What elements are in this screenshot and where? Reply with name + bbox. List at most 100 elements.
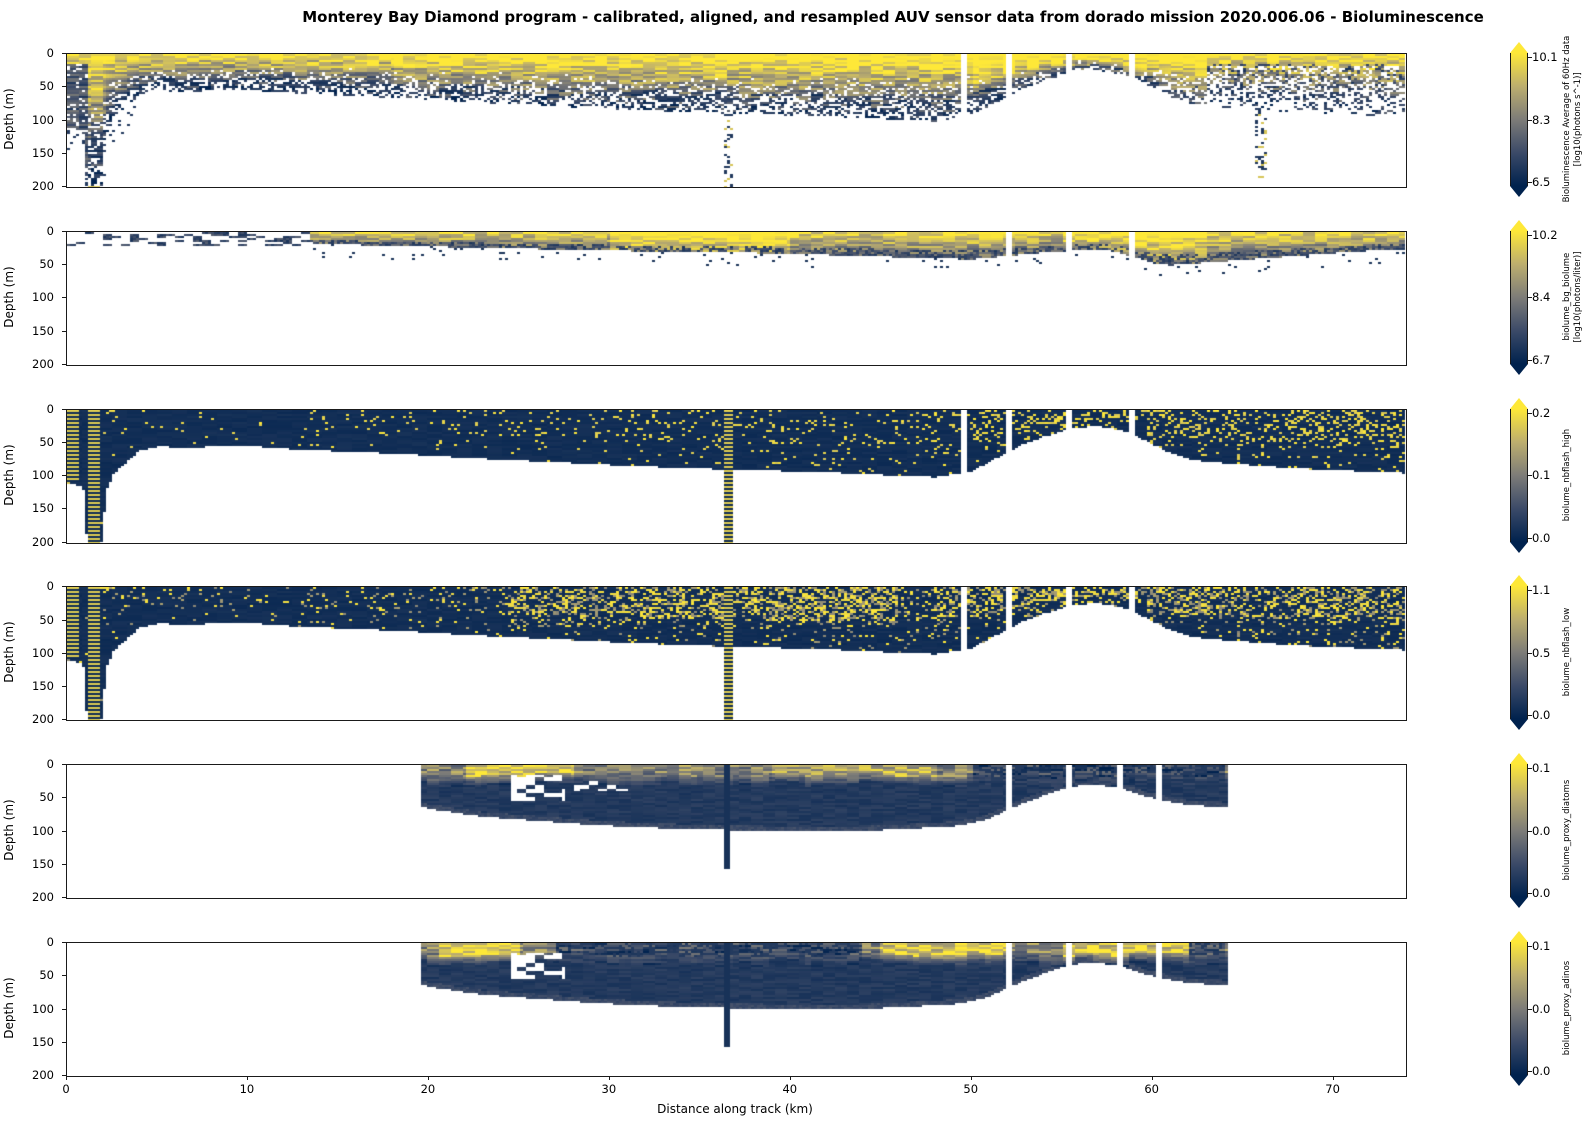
colorbar-arrow-down-icon — [1510, 1075, 1528, 1086]
colorbar-label: biolume_nbflash_low — [1562, 608, 1572, 696]
colorbar-tick-label: 10.2 — [1532, 227, 1558, 242]
x-tick-label: 0 — [62, 1082, 70, 1096]
y-tick-mark — [62, 330, 66, 332]
y-tick-label: 150 — [32, 323, 54, 338]
colorbar-tick-label: 0.0 — [1532, 886, 1551, 901]
y-tick-label: 0 — [46, 223, 54, 238]
y-tick-mark — [62, 863, 66, 865]
colorbar-tick-label: 0.1 — [1532, 468, 1551, 483]
colorbar-tick-mark — [1528, 297, 1532, 299]
colorbar-tick-mark — [1528, 945, 1532, 947]
x-tick-label: 40 — [782, 1082, 798, 1096]
y-tick-label: 150 — [32, 501, 54, 516]
y-tick-mark — [62, 975, 66, 977]
x-tick-label: 30 — [601, 1082, 617, 1096]
colorbar — [1510, 230, 1528, 364]
colorbar-label: biolume_proxy_diatoms — [1562, 780, 1572, 881]
y-tick-label: 200 — [32, 890, 54, 905]
colorbar-tick-label: 0.1 — [1532, 938, 1551, 953]
y-tick-mark — [62, 619, 66, 621]
colorbar-tick-label: 0.5 — [1532, 645, 1551, 660]
colorbar-tick-label: 0.0 — [1532, 708, 1551, 723]
heatmap-panel-biolume_nbflash_low: Depth (m) biolume_nbflash_low 0 50 100 150 2… — [0, 575, 1596, 731]
y-tick-label: 0 — [46, 401, 54, 416]
heatmap-panel-bioluminescence_avg_60hz: Depth (m) Bioluminescence Average of 60H… — [0, 36, 1596, 203]
heatmap-canvas — [67, 943, 1406, 1076]
colorbar-tick-mark — [1528, 1071, 1532, 1072]
colorbar-label: biolume_bg_biolume [log10(photons/liter)] — [1562, 251, 1583, 342]
heatmap-canvas — [67, 765, 1406, 899]
colorbar-tick-mark — [1528, 234, 1532, 236]
heatmap-canvas — [67, 587, 1406, 721]
y-tick-label: 150 — [32, 856, 54, 871]
colorbar-tick-mark — [1528, 768, 1532, 770]
plot-area — [66, 586, 1407, 722]
plot-area — [66, 230, 1407, 366]
y-tick-label: 150 — [32, 1034, 54, 1049]
colorbar-tick-label: 0.0 — [1532, 530, 1551, 545]
colorbar-tick-label: 1.1 — [1532, 583, 1551, 598]
heatmap-canvas — [67, 409, 1406, 543]
y-tick-label: 50 — [39, 257, 54, 272]
heatmap-panel-biolume_bg_biolume: Depth (m) biolume_bg_biolume [log10(photo… — [0, 219, 1596, 375]
y-tick-mark — [62, 942, 66, 943]
y-tick-label: 200 — [32, 356, 54, 371]
colorbar-tick-label: 0.0 — [1532, 1064, 1551, 1078]
y-tick-label: 200 — [32, 1068, 54, 1082]
plot-area — [66, 764, 1407, 900]
y-tick-label: 50 — [39, 434, 54, 449]
y-tick-mark — [62, 797, 66, 799]
colorbar-tick-label: 0.0 — [1532, 823, 1551, 838]
colorbar — [1510, 764, 1528, 898]
colorbar-tick-label: 10.1 — [1532, 49, 1558, 64]
colorbar — [1510, 408, 1528, 542]
colorbar-label-line: biolume_nbflash_high — [1562, 428, 1572, 521]
x-tick-mark — [1332, 1076, 1334, 1080]
heatmap-canvas — [67, 231, 1406, 365]
y-tick-mark — [62, 541, 66, 543]
colorbar-label-line: biolume_nbflash_low — [1562, 608, 1572, 697]
colorbar-tick-mark — [1528, 359, 1532, 361]
y-tick-label: 50 — [39, 790, 54, 805]
y-tick-mark — [62, 1008, 66, 1010]
colorbar-tick-mark — [1528, 590, 1532, 592]
x-tick-mark — [246, 1076, 248, 1080]
colorbar-arrow-up-icon — [1510, 575, 1528, 587]
x-tick-mark — [970, 1076, 972, 1080]
colorbar-tick-mark — [1528, 830, 1532, 832]
colorbar-tick-label: 0.0 — [1532, 1001, 1551, 1016]
x-tick-mark — [1151, 1076, 1153, 1080]
y-tick-mark — [62, 86, 66, 88]
colorbar-tick-label: 0.1 — [1532, 761, 1551, 776]
y-tick-mark — [62, 297, 66, 299]
y-tick-label: 0 — [46, 935, 54, 949]
colorbar-tick-mark — [1528, 182, 1532, 183]
y-tick-label: 100 — [32, 468, 54, 483]
x-tick-mark — [789, 1076, 791, 1080]
colorbar-arrow-up-icon — [1510, 753, 1528, 765]
colorbar-arrow-up-icon — [1510, 219, 1528, 231]
heatmap-canvas — [67, 54, 1406, 187]
x-tick-label: 20 — [420, 1082, 436, 1096]
colorbar-arrow-up-icon — [1510, 931, 1528, 942]
y-tick-mark — [62, 764, 66, 766]
heatmap-panel-biolume_nbflash_high: Depth (m) biolume_nbflash_high 0 50 100 150… — [0, 397, 1596, 553]
colorbar-arrow-down-icon — [1510, 541, 1528, 553]
colorbar-label-line: Bioluminescence Average of 60Hz data — [1562, 35, 1572, 203]
y-tick-label: 100 — [32, 823, 54, 838]
plot-area — [66, 942, 1407, 1077]
colorbar-tick-mark — [1528, 119, 1532, 121]
colorbar-arrow-down-icon — [1510, 186, 1528, 197]
y-tick-label: 200 — [32, 534, 54, 549]
y-tick-mark — [62, 508, 66, 510]
heatmap-panel-biolume_proxy_diatoms: Depth (m) biolume_proxy_diatoms 0 50 100 15… — [0, 753, 1596, 909]
colorbar-arrow-up-icon — [1510, 42, 1528, 53]
colorbar-tick-mark — [1528, 715, 1532, 717]
x-tick-mark — [427, 1076, 429, 1080]
colorbar-tick-label: 8.4 — [1532, 290, 1551, 305]
colorbar-label-line: [log10(photons/liter)] — [1573, 251, 1583, 343]
y-tick-mark — [62, 408, 66, 410]
colorbar — [1510, 942, 1528, 1075]
heatmap-panel-biolume_proxy_adinos: Depth (m) biolume_proxy_adinos 0 50 100 150… — [0, 931, 1596, 1086]
